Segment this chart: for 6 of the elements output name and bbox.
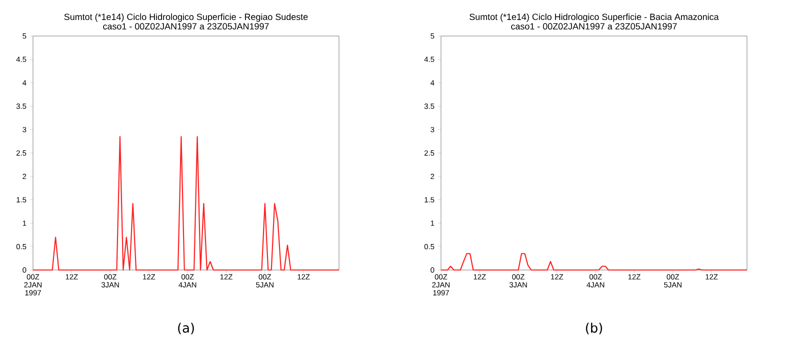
chart-subtitle: caso1 - 00Z02JAN1997 a 23Z05JAN1997 bbox=[103, 23, 269, 30]
chart-title: Sumtot (*1e14) Ciclo Hidrologico Superficie - Bacia Amazonica bbox=[470, 13, 719, 22]
text: (b) bbox=[586, 322, 602, 334]
text: (a) bbox=[178, 322, 194, 334]
chart-subtitle: caso1 - 00Z02JAN1997 a 23Z05JAN1997 bbox=[511, 23, 677, 30]
chart-title: Sumtot (*1e14) Ciclo Hidrologico Superficie - Regiao Sudeste bbox=[64, 13, 308, 22]
